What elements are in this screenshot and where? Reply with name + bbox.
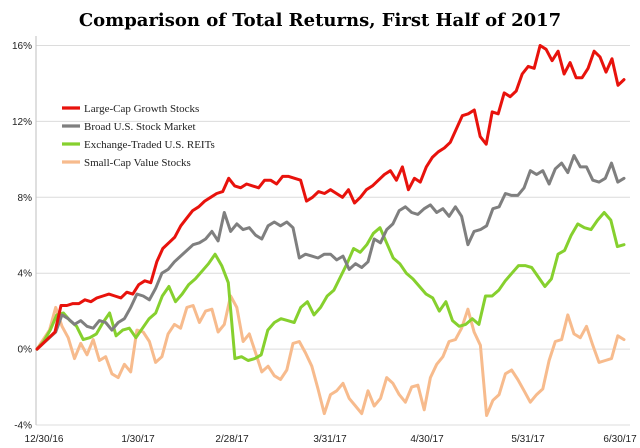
y-tick-label: 0% [18, 345, 33, 356]
legend-label: Large-Cap Growth Stocks [84, 103, 199, 115]
y-axis-tick-labels: -4% 0% 4% 8% 12% 16% [12, 41, 32, 432]
x-tick-label: 1/30/17 [121, 434, 155, 445]
y-tick-label: 8% [18, 193, 33, 204]
series-line-0 [35, 44, 626, 351]
x-tick-label: 4/30/17 [410, 434, 444, 445]
series-line-2 [35, 211, 626, 362]
x-tick-label: 6/30/17 [603, 434, 637, 445]
y-tick-label: 16% [12, 41, 32, 52]
chart-title: Comparison of Total Returns, First Half … [79, 10, 561, 31]
series-line-3 [35, 294, 626, 417]
series-line-1 [35, 154, 626, 351]
y-tick-label: 12% [12, 117, 32, 128]
x-axis-tick-labels: 12/30/16 1/30/17 2/28/17 3/31/17 4/30/17 5/31… [25, 434, 638, 445]
legend-label: Broad U.S. Stock Market [84, 121, 196, 133]
x-tick-label: 2/28/17 [215, 434, 249, 445]
y-tick-label: 4% [18, 269, 33, 280]
legend: Large-Cap Growth Stocks Broad U.S. Stock … [62, 103, 215, 169]
y-tick-label: -4% [14, 421, 32, 432]
legend-label: Exchange-Traded U.S. REITs [84, 139, 215, 151]
x-tick-label: 5/31/17 [511, 434, 545, 445]
legend-label: Small-Cap Value Stocks [84, 157, 191, 169]
x-tick-label: 3/31/17 [313, 434, 347, 445]
x-tick-label: 12/30/16 [25, 434, 64, 445]
series-lines [35, 44, 626, 417]
